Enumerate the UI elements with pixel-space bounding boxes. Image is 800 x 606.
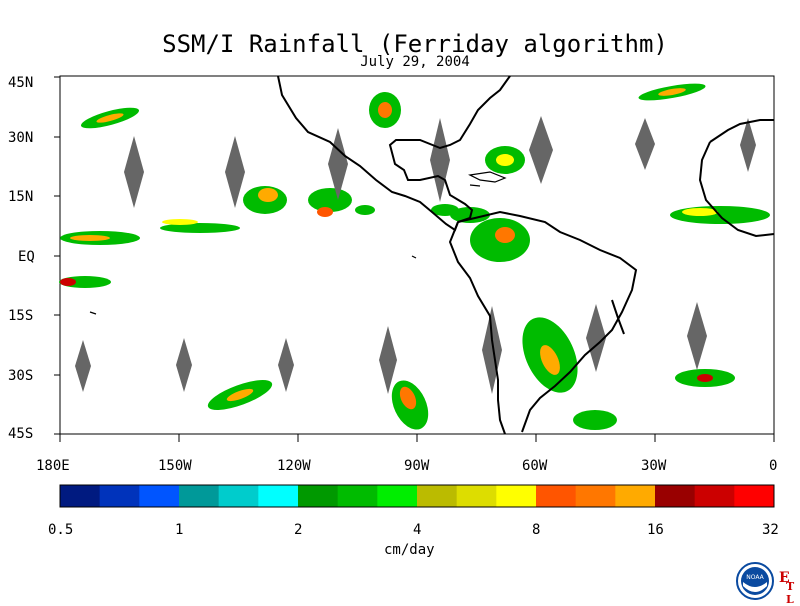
lon-label-30w: 30W — [641, 458, 667, 474]
lat-label-eq: EQ — [18, 249, 35, 265]
colorbar-swatch — [258, 485, 299, 507]
etl-logo-e: E — [779, 570, 790, 586]
lat-label-15n: 15N — [8, 189, 33, 205]
lon-label-150w: 150W — [158, 458, 192, 474]
colorbar-swatch — [496, 485, 537, 507]
colorbar-unit-label: cm/day — [384, 542, 435, 558]
map-frame — [59, 75, 775, 435]
lon-label-60w: 60W — [522, 458, 548, 474]
colorbar-swatch — [417, 485, 458, 507]
colorbar-tick-1: 1 — [175, 522, 183, 538]
coastlines — [277, 75, 775, 435]
lon-label-90w: 90W — [404, 458, 430, 474]
colorbar-swatch — [456, 485, 497, 507]
colorbar-swatch — [298, 485, 339, 507]
colorbar-frame — [59, 484, 775, 508]
colorbar-swatch — [99, 485, 140, 507]
colorbar-swatch — [139, 485, 180, 507]
lat-label-45s: 45S — [8, 426, 33, 442]
islands — [89, 171, 507, 315]
colorbar-tick-5: 16 — [647, 522, 664, 538]
lat-label-30n: 30N — [8, 130, 33, 146]
lon-label-120w: 120W — [277, 458, 311, 474]
colorbar-tick-6: 32 — [762, 522, 779, 538]
colorbar-swatch — [734, 485, 775, 507]
colorbar — [60, 485, 775, 507]
colorbar-tick-2: 2 — [294, 522, 302, 538]
lat-label-30s: 30S — [8, 368, 33, 384]
svg-text:NOAA: NOAA — [746, 574, 764, 581]
colorbar-swatch — [60, 485, 101, 507]
colorbar-swatch — [615, 485, 656, 507]
colorbar-tick-3: 4 — [413, 522, 421, 538]
lon-label-180e: 180E — [36, 458, 70, 474]
colorbar-swatch — [694, 485, 735, 507]
map-title: SSM/I Rainfall (Ferriday algorithm) — [162, 30, 668, 58]
colorbar-swatch — [218, 485, 259, 507]
colorbar-swatch — [337, 485, 378, 507]
colorbar-swatch — [179, 485, 220, 507]
colorbar-swatch — [575, 485, 616, 507]
etl-logo-tl: T L — [786, 580, 795, 606]
noaa-logo: NOAA — [736, 562, 774, 600]
lat-ticks — [54, 76, 60, 435]
colorbar-tick-4: 8 — [532, 522, 540, 538]
map-date: July 29, 2004 — [360, 54, 470, 70]
colorbar-swatch — [377, 485, 418, 507]
lat-label-45n: 45N — [8, 75, 33, 91]
colorbar-swatch — [655, 485, 696, 507]
colorbar-tick-0: 0.5 — [48, 522, 73, 538]
colorbar-swatch — [536, 485, 577, 507]
lat-label-15s: 15S — [8, 308, 33, 324]
lon-label-0: 0 — [769, 458, 777, 474]
lon-ticks — [59, 434, 775, 442]
